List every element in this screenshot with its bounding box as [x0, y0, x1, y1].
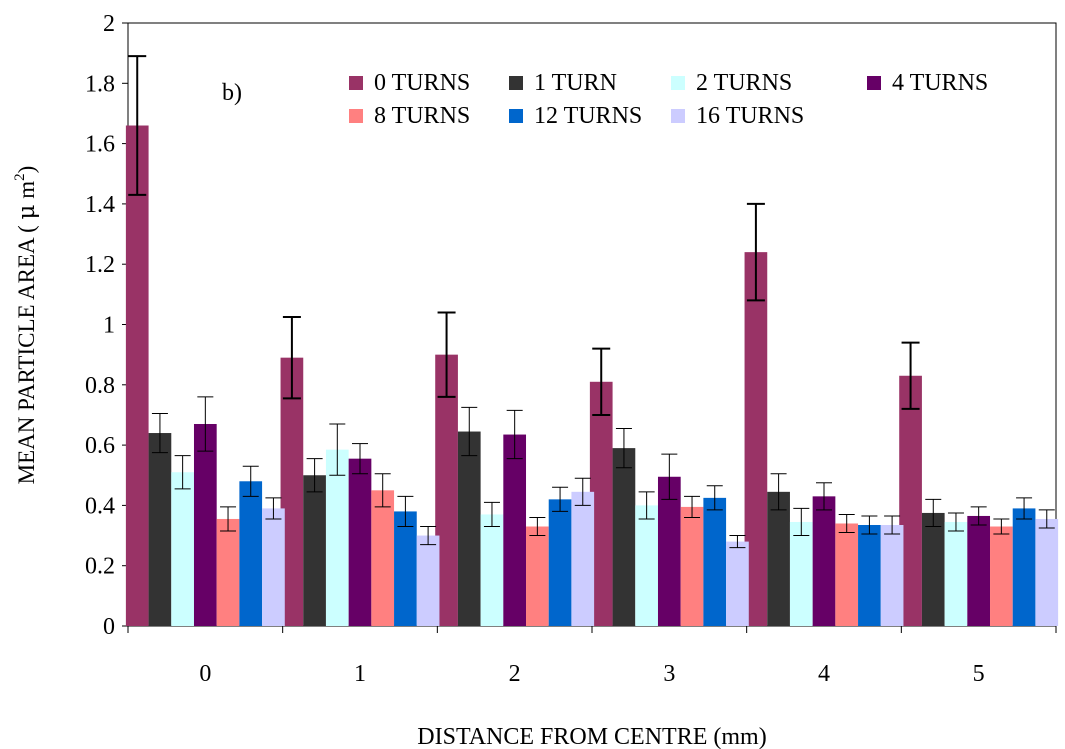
bar [635, 505, 658, 626]
x-tick-label: 5 [973, 661, 985, 687]
y-tick-label: 1.4 [85, 192, 115, 218]
x-tick-label: 4 [818, 661, 830, 687]
bar [148, 433, 172, 626]
bar [571, 491, 595, 626]
bars [125, 125, 1059, 626]
y-axis-label: MEAN PARTICLE AREA ( μ m2) [12, 166, 40, 485]
bar [612, 448, 636, 626]
legend-swatch [671, 76, 685, 90]
bar [744, 252, 768, 626]
bar [921, 512, 945, 626]
error-bars [128, 55, 1055, 549]
bar [348, 458, 372, 626]
y-axis-label-mu: μ [14, 204, 40, 219]
panel-label: b) [222, 80, 242, 106]
bar [280, 357, 304, 626]
y-axis-label-exponent: 2 [12, 173, 28, 181]
legend-label: 12 TURNS [534, 103, 642, 129]
bar [216, 518, 240, 626]
legend-label: 1 TURN [534, 70, 617, 96]
y-tick-label: 0.4 [85, 493, 115, 519]
y-axis-label-suffix: ) [14, 166, 39, 174]
y-tick-label: 0 [103, 614, 115, 640]
bar [880, 524, 904, 626]
legend-swatch [671, 109, 685, 123]
bar [239, 481, 263, 626]
legend-swatch [349, 109, 363, 123]
legend: 0 TURNS 1 TURN 2 TURNS 4 TURNS 8 TURNS 12 TUR… [349, 70, 988, 129]
bar [726, 541, 749, 626]
bar [171, 472, 194, 626]
x-tick-label: 0 [199, 661, 211, 687]
y-tick-label: 1 [103, 313, 115, 339]
legend-swatch [867, 76, 881, 90]
y-tick-label: 1.8 [85, 71, 115, 97]
x-tick-label: 3 [663, 661, 675, 687]
y-tick-label: 0.2 [85, 554, 115, 580]
tick-labels: 0 0.2 0.4 0.6 0.8 1 1.2 1.4 1.6 1.8 2 0 1 2 3 4 5 [85, 11, 985, 687]
y-tick-label: 1.6 [85, 132, 115, 158]
bar [193, 423, 217, 626]
bar [1035, 518, 1059, 626]
legend-swatch [509, 76, 523, 90]
legend-label: 16 TURNS [696, 103, 804, 129]
x-tick-label: 1 [354, 661, 366, 687]
bar [990, 526, 1013, 626]
y-axis-label-prefix: MEAN PARTICLE AREA ( [14, 219, 39, 484]
x-tick-label: 2 [509, 661, 521, 687]
legend-swatch [509, 109, 523, 123]
bar [657, 476, 681, 626]
bar [812, 496, 836, 626]
bar [435, 354, 458, 626]
bar [789, 521, 813, 626]
y-tick-label: 0.8 [85, 373, 115, 399]
bar [703, 497, 727, 626]
legend-label: 4 TURNS [892, 70, 988, 96]
y-tick-label: 0.6 [85, 433, 115, 459]
legend-label: 2 TURNS [696, 70, 792, 96]
bar [858, 524, 881, 626]
bar [548, 499, 572, 626]
bar [835, 523, 859, 626]
y-tick-label: 2 [103, 11, 115, 37]
bar [480, 514, 504, 626]
bar [416, 535, 440, 626]
bar [526, 526, 549, 626]
bar [394, 511, 417, 626]
bar [457, 431, 481, 626]
bar [125, 125, 149, 626]
bar [589, 381, 613, 626]
bar [325, 449, 349, 626]
bar [1012, 508, 1036, 626]
legend-label: 0 TURNS [374, 70, 470, 96]
bar [303, 475, 326, 626]
bar [967, 515, 991, 626]
legend-label: 8 TURNS [374, 103, 470, 129]
bar [944, 521, 968, 626]
bar [503, 434, 527, 626]
bar [767, 491, 790, 626]
legend-swatch [349, 76, 363, 90]
y-tick-label: 1.2 [85, 252, 115, 278]
y-axis-label-unit: m [14, 181, 39, 205]
bar [371, 490, 395, 626]
bar [899, 375, 922, 626]
bar [262, 508, 285, 626]
x-axis-label: DISTANCE FROM CENTRE (mm) [417, 724, 766, 749]
bar [680, 506, 704, 626]
